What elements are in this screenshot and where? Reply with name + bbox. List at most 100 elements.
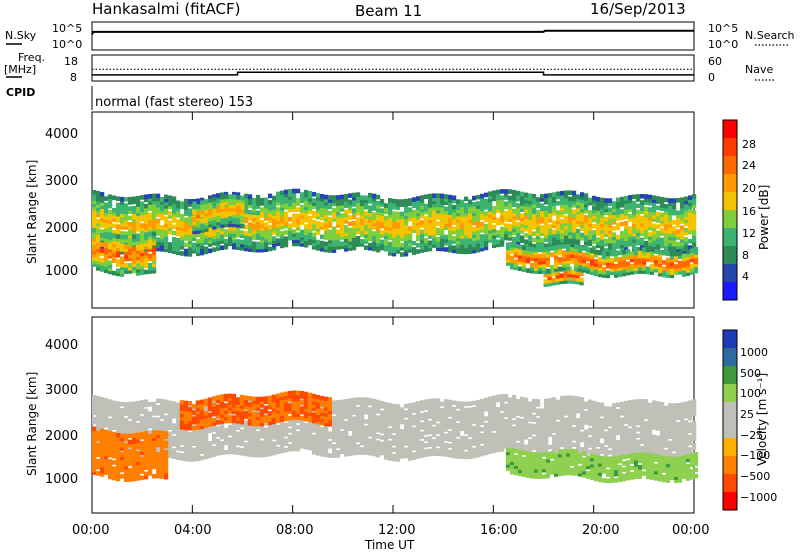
power-cell bbox=[532, 215, 537, 221]
power-cell bbox=[220, 213, 225, 219]
power-cell bbox=[196, 216, 201, 222]
velocity-cell bbox=[352, 450, 357, 456]
velocity-cell bbox=[568, 401, 573, 407]
power-cell bbox=[569, 250, 575, 255]
power-cell bbox=[567, 269, 572, 275]
velocity-cell bbox=[312, 446, 317, 452]
power-cell bbox=[556, 213, 561, 218]
power-cell bbox=[236, 210, 241, 216]
velocity-cell bbox=[192, 428, 197, 434]
velocity-cell bbox=[404, 447, 409, 453]
power-cell bbox=[508, 201, 513, 207]
velocity-cell bbox=[416, 432, 421, 437]
velocity-cell bbox=[428, 404, 433, 410]
power-cell bbox=[188, 242, 193, 248]
power-cell bbox=[252, 204, 257, 209]
velocity-cell bbox=[384, 436, 389, 441]
power-cell bbox=[632, 235, 637, 240]
power-cell bbox=[376, 219, 381, 225]
power-cell bbox=[352, 195, 357, 201]
power-cell bbox=[340, 222, 345, 228]
velocity-cell bbox=[100, 400, 105, 405]
velocity-cell bbox=[372, 442, 377, 447]
power-cell bbox=[528, 233, 533, 239]
power-cell bbox=[244, 196, 249, 202]
velocity-cell bbox=[424, 421, 429, 426]
power-cell bbox=[152, 209, 157, 214]
power-cell bbox=[516, 203, 521, 208]
velocity-cell bbox=[480, 420, 485, 426]
power-cell bbox=[693, 247, 699, 252]
power-cell bbox=[152, 203, 157, 208]
velocity-cell bbox=[412, 452, 417, 457]
velocity-cell bbox=[280, 426, 285, 432]
velocity-cell bbox=[488, 446, 493, 451]
velocity-cell bbox=[124, 423, 129, 429]
velocity-cell bbox=[408, 437, 413, 443]
power-cell bbox=[200, 222, 205, 227]
velocity-cell bbox=[228, 437, 233, 442]
power-cell bbox=[140, 217, 145, 222]
power-cell bbox=[412, 240, 417, 246]
power-cell bbox=[641, 253, 647, 259]
velocity-cell bbox=[444, 411, 449, 417]
power-cell bbox=[637, 253, 643, 259]
power-cell bbox=[228, 206, 233, 212]
power-cell bbox=[248, 203, 253, 209]
power-cell bbox=[340, 216, 345, 222]
power-cell bbox=[196, 245, 201, 250]
power-cell bbox=[272, 242, 277, 248]
power-cell bbox=[456, 221, 461, 226]
velocity-cell bbox=[440, 414, 445, 419]
power-cell bbox=[316, 227, 321, 232]
power-cell bbox=[448, 247, 453, 253]
velocity-cell bbox=[344, 452, 349, 457]
power-cell bbox=[632, 238, 637, 243]
power-cell bbox=[684, 209, 689, 214]
power-cell bbox=[104, 224, 109, 229]
power-cell bbox=[184, 248, 189, 254]
power-cell bbox=[476, 204, 481, 209]
power-cell bbox=[604, 226, 609, 231]
power-cell bbox=[112, 223, 117, 229]
power-cell bbox=[652, 235, 657, 241]
velocity-cell bbox=[196, 450, 201, 455]
velocity-cell bbox=[532, 430, 537, 435]
velocity-cell bbox=[556, 434, 561, 439]
power-cell bbox=[188, 249, 193, 254]
power-cell bbox=[520, 213, 525, 219]
power-cell bbox=[184, 201, 189, 207]
velocity-cell bbox=[460, 414, 465, 419]
power-cell bbox=[448, 232, 453, 237]
power-cell bbox=[660, 197, 665, 202]
velocity-cell bbox=[260, 452, 265, 458]
power-cell bbox=[412, 200, 417, 205]
velocity-cell bbox=[208, 447, 213, 452]
velocity-cell bbox=[344, 436, 349, 441]
power-cell bbox=[540, 203, 545, 208]
power-cell bbox=[480, 193, 485, 199]
power-cell bbox=[140, 261, 145, 266]
power-cell bbox=[164, 216, 169, 221]
power-cell bbox=[628, 198, 633, 203]
velocity-cell bbox=[212, 424, 217, 429]
power-cell bbox=[192, 214, 197, 220]
velocity-cell bbox=[504, 437, 509, 443]
power-cell bbox=[577, 254, 583, 260]
power-cell bbox=[685, 268, 691, 273]
power-cell bbox=[276, 213, 281, 218]
power-cell bbox=[364, 232, 369, 238]
velocity-cell bbox=[300, 419, 305, 424]
velocity-cell bbox=[448, 452, 453, 458]
velocity-cell bbox=[272, 432, 277, 437]
velocity-cell bbox=[508, 406, 513, 412]
power-cell bbox=[108, 219, 113, 224]
velocity-cell bbox=[244, 420, 249, 426]
power-cell bbox=[564, 203, 569, 208]
power-cell bbox=[344, 209, 349, 215]
power-cell bbox=[152, 199, 157, 205]
power-cell bbox=[208, 232, 213, 238]
power-cell bbox=[392, 198, 397, 204]
velocity-cell bbox=[320, 448, 325, 454]
velocity-cell bbox=[388, 452, 393, 458]
